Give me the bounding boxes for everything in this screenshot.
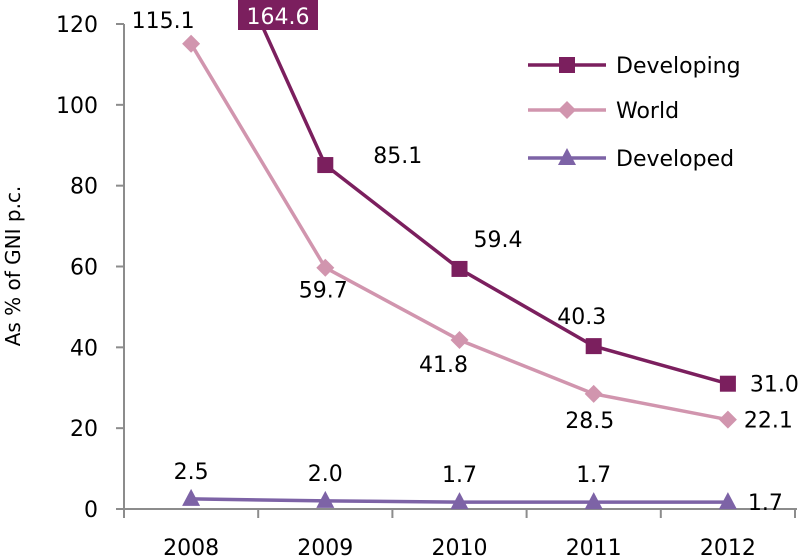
y-tick-label: 40 [70,336,98,361]
legend: Developing World Developed [528,54,741,172]
callout-text: 164.6 [247,5,310,30]
data-label-developed: 1.7 [576,463,611,488]
x-tick-label: 2009 [297,536,353,559]
data-label-developing: 40.3 [557,305,606,330]
data-point-marker [719,375,736,392]
data-label-world: 28.5 [565,409,614,434]
legend-label: World [616,99,679,124]
x-axis-ticks: 2008 2009 2010 2011 2012 [123,509,796,559]
legend-item-developing: Developing [528,54,741,79]
y-tick-label: 60 [70,256,98,281]
data-point-marker [451,260,468,277]
data-label-developed: 1.7 [748,491,783,516]
data-point-marker [584,384,603,403]
series-developing [253,9,736,392]
y-axis-title: As % of GNI p.c. [1,186,25,347]
data-label-developing: 59.4 [474,228,523,253]
data-label-world: 115.1 [132,9,195,34]
series-world [182,34,737,429]
data-point-marker [585,338,602,355]
y-tick-label: 20 [70,417,98,442]
callout-developing-2008: 164.6 [238,0,318,30]
x-tick-label: 2011 [566,536,622,559]
y-tick-label: 80 [70,175,98,200]
y-axis-ticks: 0 20 40 60 80 100 120 [56,13,124,523]
data-label-world: 59.7 [299,279,348,304]
legend-marker [558,101,576,119]
y-tick-label: 100 [56,94,98,119]
data-point-marker [316,490,335,508]
data-point-marker [182,488,201,506]
legend-label: Developing [616,54,741,79]
data-point-marker [182,34,201,53]
data-point-marker [316,258,335,277]
y-tick-label: 120 [56,13,98,38]
data-label-world: 41.8 [419,353,468,378]
legend-item-world: World [528,99,679,124]
x-tick-label: 2010 [432,536,488,559]
data-point-marker [317,157,334,174]
series-developed [182,488,737,510]
x-tick-label: 2008 [163,536,219,559]
legend-item-developed: Developed [528,147,734,172]
data-point-marker [718,410,737,429]
data-label-world: 22.1 [744,409,793,434]
series-group [182,9,737,510]
callout-box [238,0,318,30]
data-label-developed: 2.5 [174,460,209,485]
data-labels: 85.1 59.4 40.3 31.0 164.6 115.1 59.7 41.8 28.5 22… [132,0,799,516]
data-label-developed: 2.0 [308,462,343,487]
data-point-marker [584,492,603,510]
data-label-developing: 31.0 [750,373,799,398]
x-tick-label: 2012 [700,536,756,559]
y-tick-label: 0 [84,498,98,523]
data-label-developed: 1.7 [442,463,477,488]
data-label-developing: 85.1 [373,144,422,169]
legend-marker [559,57,575,73]
data-point-marker [450,331,469,350]
data-point-marker [450,492,469,510]
data-point-marker [718,492,737,510]
legend-marker [558,148,576,165]
legend-label: Developed [616,147,734,172]
